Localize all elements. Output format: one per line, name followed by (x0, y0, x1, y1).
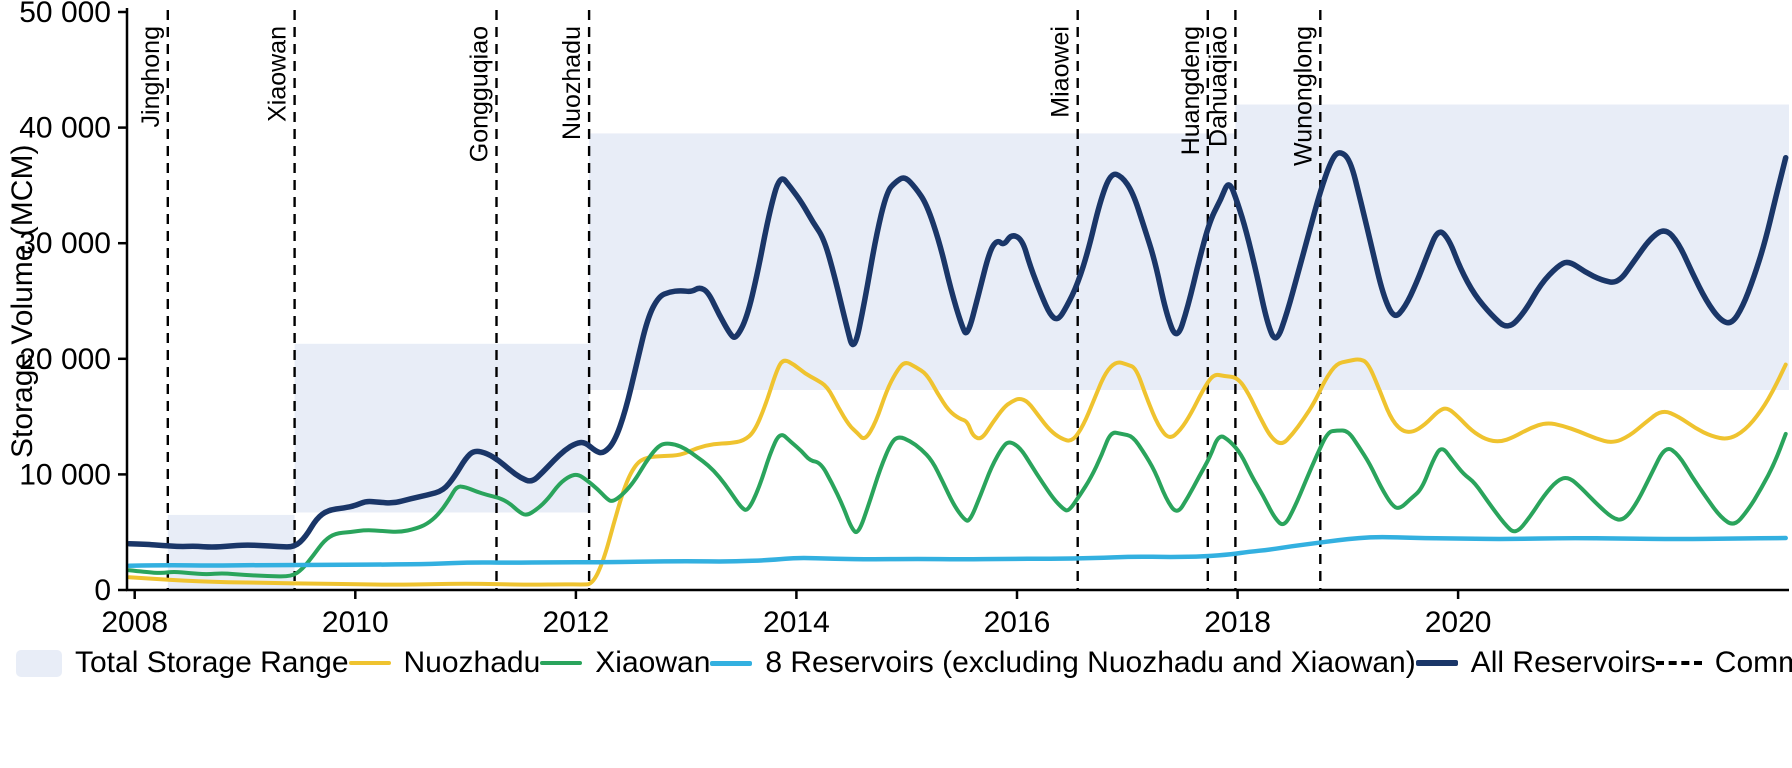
legend-item-xiaowan: Xiaowan (540, 646, 710, 680)
x-tick-label: 2014 (763, 606, 830, 639)
y-tick-label: 10 000 (19, 458, 111, 491)
total-storage-range-band (589, 133, 1236, 390)
legend-label-xiaowan: Xiaowan (595, 646, 711, 679)
legend-item-nuozhadu: Nuozhadu (348, 646, 541, 680)
commission-label-miaowei: Miaowei (1047, 26, 1075, 118)
y-tick-label: 30 000 (19, 227, 111, 260)
y-tick-label: 50 000 (19, 0, 111, 29)
legend-swatch-band (16, 649, 62, 677)
total-storage-range-band (167, 514, 295, 590)
legend-label-nuozhadu: Nuozhadu (403, 646, 541, 679)
x-tick-label: 2020 (1425, 606, 1492, 639)
chart-legend: Total Storage Range Nuozhadu Xiaowan 8 R… (0, 646, 1792, 680)
legend-swatch-eight-reservoirs (710, 660, 753, 666)
commission-label-huangdeng: Huangdeng (1177, 26, 1205, 155)
commission-label-wunonglong: Wunonglong (1289, 26, 1317, 166)
y-tick-label: 0 (94, 574, 111, 607)
legend-label-commission-time: Commission Time (1714, 646, 1792, 679)
series-line-xiaowan (127, 428, 1788, 579)
commission-label-xiaowan: Xiaowan (264, 26, 292, 122)
y-axis-title: Storage Volume (MCM) (6, 144, 39, 458)
y-tick-label: 40 000 (19, 112, 111, 145)
x-tick-label: 2010 (322, 606, 389, 639)
legend-swatch-nuozhadu (348, 661, 391, 665)
legend-item-all-reservoirs: All Reservoirs (1415, 646, 1656, 680)
x-tick-label: 2008 (101, 606, 168, 639)
legend-item-total-storage-range: Total Storage Range (16, 646, 349, 680)
total-storage-range-band (1235, 104, 1789, 390)
x-tick-label: 2016 (984, 606, 1051, 639)
series-line-nuozhadu (127, 357, 1788, 587)
commission-label-nuozhadu: Nuozhadu (558, 26, 586, 140)
legend-swatch-all-reservoirs (1415, 660, 1458, 666)
x-tick-label: 2012 (543, 606, 610, 639)
legend-item-commission-time: Commission Time (1655, 646, 1792, 680)
legend-item-eight-reservoirs: 8 Reservoirs (excluding Nuozhadu and Xia… (710, 646, 1416, 680)
series-line-eight-reservoirs (126, 534, 1788, 568)
x-tick-label: 2018 (1204, 606, 1271, 639)
legend-label-all-reservoirs: All Reservoirs (1470, 646, 1656, 679)
legend-label-eight-reservoirs: 8 Reservoirs (excluding Nuozhadu and Xia… (765, 646, 1416, 679)
y-tick-label: 20 000 (19, 343, 111, 376)
chart-svg: Jinghong Xiaowan Gongguqiao Nuozhadu Miaowei… (19, 0, 1789, 639)
total-storage-range-band (294, 343, 590, 513)
legend-swatch-commission-time (1655, 661, 1702, 665)
commission-label-dahuaqiao: Dahuaqiao (1204, 26, 1232, 147)
legend-label-total-storage-range: Total Storage Range (75, 646, 349, 679)
commission-label-gongguqiao: Gongguqiao (466, 26, 494, 162)
legend-swatch-xiaowan (540, 661, 583, 665)
series-line-all-reservoirs (126, 150, 1789, 550)
commission-label-jinghong: Jinghong (137, 26, 165, 127)
